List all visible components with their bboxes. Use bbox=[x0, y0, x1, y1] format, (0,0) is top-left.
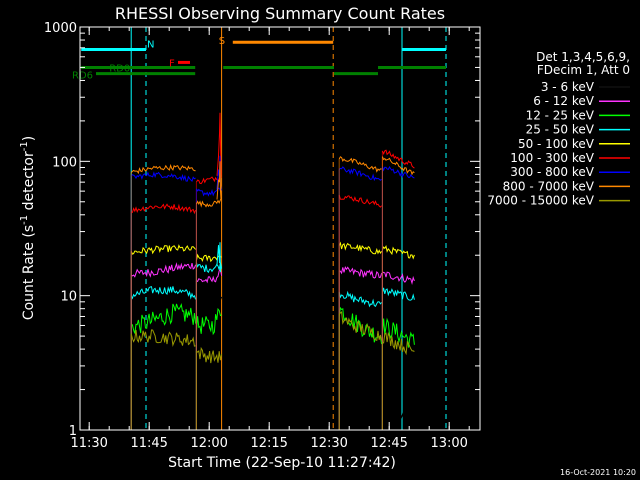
legend-header-0: Det 1,3,4,5,6,9, bbox=[536, 50, 630, 64]
y-axis-label-sup: -1 bbox=[19, 215, 30, 225]
series-trace-12-25-kev-seg1 bbox=[131, 303, 197, 334]
legend-header-1: FDecim 1, Att 0 bbox=[537, 63, 630, 77]
x-tick-label-12-30: 12:30 bbox=[310, 436, 347, 451]
legend-label-800-7000-kev: 800 - 7000 keV bbox=[503, 179, 595, 193]
spike-25-50-kev bbox=[216, 242, 222, 273]
chart-title: RHESSI Observing Summary Count Rates bbox=[115, 4, 445, 23]
y-axis-label-end: ) bbox=[21, 136, 37, 141]
series-trace-50-100-kev-seg3 bbox=[338, 241, 383, 255]
legend-label-7000-15000-kev: 7000 - 15000 keV bbox=[487, 194, 594, 208]
legend: Det 1,3,4,5,6,9,FDecim 1, Att 0 3 - 6 keV… bbox=[487, 50, 630, 208]
series-trace-7000-15000-kev-seg3 bbox=[338, 311, 383, 342]
series-trace-300-800-kev-seg4 bbox=[381, 166, 415, 179]
series-trace-100-300-kev-seg4 bbox=[381, 149, 415, 169]
series-trace-25-50-kev-seg4 bbox=[381, 287, 415, 301]
mode-label-s: S bbox=[219, 36, 225, 47]
spike-800-7000-kev bbox=[216, 161, 222, 200]
mode-label-rd6: RD6 bbox=[72, 71, 93, 82]
series-trace-25-50-kev-seg1 bbox=[130, 286, 197, 300]
legend-label-3-6-kev: 3 - 6 keV bbox=[541, 80, 595, 94]
y-axis-label-sup2: -1 bbox=[19, 141, 30, 151]
y-tick-label-10: 10 bbox=[60, 290, 77, 305]
legend-label-6-12-kev: 6 - 12 keV bbox=[533, 94, 595, 108]
x-tick-label-12-00: 12:00 bbox=[190, 436, 227, 451]
series-trace-6-12-kev-seg1 bbox=[130, 262, 197, 278]
y-axis-label-mid: detector bbox=[21, 151, 37, 215]
mode-label-rd0: RD0 bbox=[109, 63, 130, 74]
x-tick-label-12-15: 12:15 bbox=[250, 436, 287, 451]
instrument-event-lines bbox=[80, 27, 447, 430]
x-tick-label-11-45: 11:45 bbox=[130, 436, 167, 451]
mode-label-n: N bbox=[147, 39, 154, 50]
series-trace-25-50-kev-seg2 bbox=[195, 262, 223, 274]
mode-label-f: F bbox=[169, 58, 175, 69]
series-trace-3-6-kev-seg1 bbox=[130, 277, 197, 343]
series-trace-7000-15000-kev-seg4 bbox=[382, 331, 415, 356]
spike-100-300-kev bbox=[216, 112, 222, 176]
series-trace-25-50-kev-seg3 bbox=[338, 290, 382, 308]
mode-flag-bars: N RD0 RD6 F S bbox=[72, 36, 446, 82]
series-trace-800-7000-kev-seg4 bbox=[381, 156, 415, 176]
series-trace-100-300-kev-seg1 bbox=[131, 203, 197, 215]
series-trace-300-800-kev-seg3 bbox=[338, 166, 382, 182]
y-tick-label-100: 100 bbox=[52, 155, 77, 170]
legend-label-100-300-kev: 100 - 300 keV bbox=[510, 151, 594, 165]
series-trace-50-100-kev-seg1 bbox=[130, 244, 196, 255]
series-trace-3-6-kev-seg4 bbox=[381, 395, 415, 430]
x-tick-label-11-30: 11:30 bbox=[70, 436, 107, 451]
series-trace-6-12-kev-seg2 bbox=[196, 268, 223, 284]
series-7000-15000-kev bbox=[130, 311, 415, 430]
series-trace-7000-15000-kev-seg1 bbox=[130, 329, 196, 347]
x-tick-label-13-00: 13:00 bbox=[430, 436, 467, 451]
series-trace-7000-15000-kev-seg2 bbox=[196, 346, 223, 364]
timestamp: 16-Oct-2021 10:20 bbox=[560, 468, 636, 477]
y-tick-label-1000: 1000 bbox=[44, 21, 77, 36]
series-trace-6-12-kev-seg4 bbox=[382, 271, 415, 285]
series-trace-800-7000-kev-seg1 bbox=[130, 163, 196, 175]
series-trace-12-25-kev-seg2 bbox=[195, 307, 222, 336]
x-tick-label-12-45: 12:45 bbox=[370, 436, 407, 451]
data-series-layer bbox=[130, 112, 415, 430]
series-trace-800-7000-kev-seg2 bbox=[195, 197, 223, 208]
series-trace-12-25-kev-seg4 bbox=[381, 317, 415, 348]
series-trace-800-7000-kev-seg3 bbox=[338, 156, 382, 173]
legend-label-300-800-kev: 300 - 800 keV bbox=[510, 165, 594, 179]
legend-label-50-100-kev: 50 - 100 keV bbox=[518, 137, 595, 151]
y-tick-label-1: 1 bbox=[69, 424, 77, 439]
series-trace-100-300-kev-seg3 bbox=[338, 194, 382, 208]
plot-frame bbox=[79, 26, 481, 431]
legend-label-25-50-kev: 25 - 50 keV bbox=[526, 123, 595, 137]
legend-label-12-25-kev: 12 - 25 keV bbox=[526, 108, 595, 122]
series-trace-3-6-kev-seg3 bbox=[338, 318, 383, 382]
y-axis-label-main: Count Rate (s bbox=[21, 225, 37, 320]
x-axis-label: Start Time (22-Sep-10 11:27:42) bbox=[168, 455, 396, 471]
series-trace-300-800-kev-seg1 bbox=[130, 171, 196, 183]
y-axis-label: Count Rate (s-1 detector-1) bbox=[19, 136, 37, 320]
axis-ticks: 11:30 11:45 12:00 12:15 12:30 12:45 13:00 1 10 10… bbox=[44, 21, 480, 451]
series-trace-50-100-kev-seg4 bbox=[381, 244, 415, 260]
series-trace-6-12-kev-seg3 bbox=[339, 266, 383, 279]
